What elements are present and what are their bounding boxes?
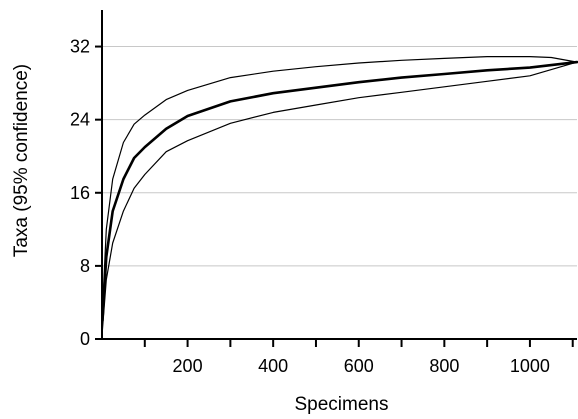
- x-tick-label: 400: [258, 356, 288, 376]
- y-tick-label: 16: [70, 183, 90, 203]
- y-tick-label: 32: [70, 37, 90, 57]
- x-axis-title: Specimens: [295, 394, 389, 415]
- axes: 0 8 16 24 32 200 400 600 800 1000: [70, 10, 577, 376]
- y-axis-title: Taxa (95% confidence): [11, 64, 32, 257]
- y-tick-label: 8: [80, 256, 90, 276]
- series-line-1: [101, 55, 578, 313]
- series-line-0: [101, 60, 578, 323]
- x-tick-label: 800: [429, 356, 459, 376]
- y-tick-label: 0: [80, 329, 90, 349]
- series-line-2: [101, 61, 578, 331]
- x-tick-label: 200: [173, 356, 203, 376]
- series-group: [101, 55, 578, 331]
- y-tick-label: 24: [70, 110, 90, 130]
- x-tick-label: 600: [344, 356, 374, 376]
- x-tick-label: 1000: [510, 356, 550, 376]
